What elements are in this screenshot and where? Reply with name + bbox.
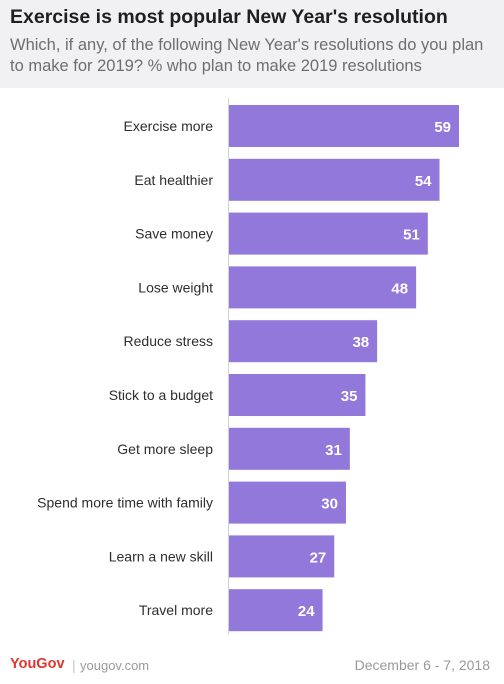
bar bbox=[229, 589, 323, 632]
bar bbox=[229, 535, 335, 578]
category-label: Spend more time with family bbox=[37, 495, 213, 511]
bar bbox=[229, 105, 459, 147]
value-label: 51 bbox=[403, 227, 420, 244]
yougov-logo: YouGov bbox=[10, 656, 65, 672]
bar bbox=[229, 374, 366, 416]
value-label: 27 bbox=[310, 549, 327, 566]
bar bbox=[229, 320, 378, 363]
value-label: 35 bbox=[341, 388, 358, 405]
footer-separator: | bbox=[72, 657, 76, 673]
bar bbox=[229, 427, 350, 470]
value-label: 48 bbox=[391, 280, 408, 297]
category-label: Eat healthier bbox=[134, 172, 213, 188]
chart-title: Exercise is most popular New Year's reso… bbox=[10, 6, 448, 28]
bar bbox=[229, 481, 346, 524]
bar bbox=[229, 158, 440, 201]
category-label: Lose weight bbox=[138, 279, 213, 295]
value-label: 59 bbox=[434, 119, 451, 136]
value-label: 38 bbox=[352, 334, 369, 351]
category-label: Reduce stress bbox=[124, 333, 213, 349]
bar bbox=[229, 266, 417, 309]
bar bbox=[229, 212, 428, 255]
value-label: 30 bbox=[321, 496, 338, 513]
category-label: Save money bbox=[135, 226, 213, 242]
category-label: Get more sleep bbox=[117, 441, 213, 457]
footer-date: December 6 - 7, 2018 bbox=[354, 657, 490, 673]
category-label: Exercise more bbox=[124, 118, 214, 134]
value-label: 31 bbox=[325, 442, 342, 459]
category-label: Learn a new skill bbox=[109, 548, 213, 564]
chart-subtitle: Which, if any, of the following New Year… bbox=[10, 36, 484, 75]
category-label: Travel more bbox=[139, 602, 213, 618]
chart-header: Exercise is most popular New Year's reso… bbox=[0, 0, 504, 88]
category-label: Stick to a budget bbox=[109, 387, 213, 403]
value-label: 24 bbox=[298, 603, 315, 620]
value-label: 54 bbox=[415, 173, 432, 190]
footer-site-link[interactable]: yougov.com bbox=[80, 658, 150, 673]
